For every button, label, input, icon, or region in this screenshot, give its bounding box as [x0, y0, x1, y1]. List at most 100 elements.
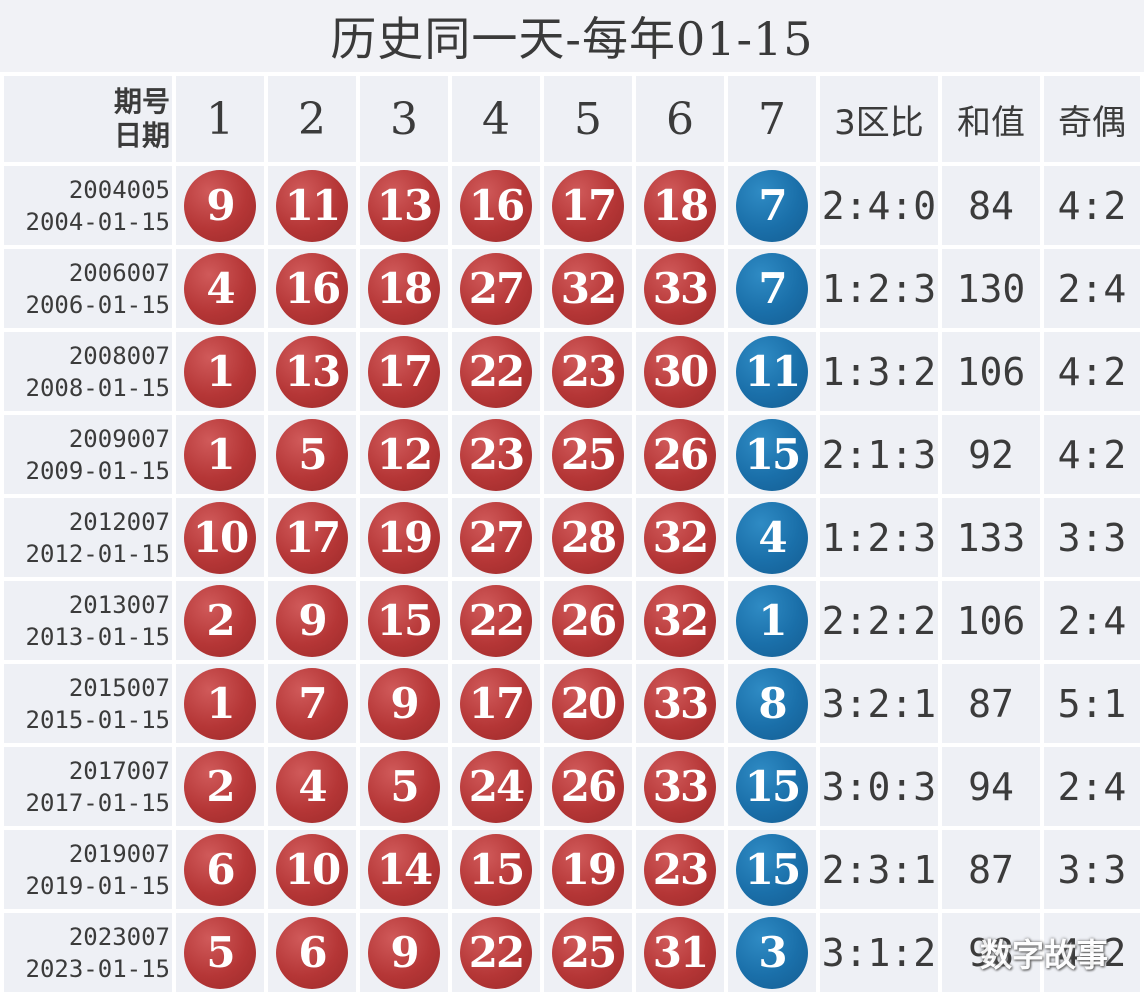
table-row: 2006007 2006-01-15 4 16 18 27 32 33 7 1:2:3 130 2:4	[4, 249, 1140, 328]
red-ball: 30	[644, 335, 716, 408]
red-ball-cell: 17	[360, 332, 448, 411]
red-ball-cell: 26	[544, 581, 632, 660]
red-ball-cell: 22	[452, 581, 540, 660]
red-ball-cell: 23	[636, 830, 724, 909]
issue-date-cell: 2023007 2023-01-15	[4, 913, 172, 992]
page-title: 历史同一天-每年01-15	[0, 0, 1144, 72]
red-ball-cell: 24	[452, 747, 540, 826]
table-row: 2019007 2019-01-15 6 10 14 15 19 23 15 2:3:1 87 3:3	[4, 830, 1140, 909]
header-ball-3: 3	[360, 76, 448, 162]
draw-date: 2006-01-15	[25, 290, 171, 319]
red-ball: 10	[276, 833, 348, 906]
red-ball: 5	[368, 750, 440, 823]
red-ball: 10	[184, 501, 256, 574]
table-row: 2015007 2015-01-15 1 7 9 17 20 33 8 3:2:1 87 5:1	[4, 664, 1140, 743]
red-ball-cell: 18	[636, 166, 724, 245]
red-ball: 32	[644, 584, 716, 657]
red-ball-cell: 33	[636, 249, 724, 328]
red-ball: 2	[184, 750, 256, 823]
table-row: 2008007 2008-01-15 1 13 17 22 23 30 11 1:3:2 106 4:…	[4, 332, 1140, 411]
header-date-label: 日期	[113, 119, 170, 152]
odd-even-cell: 2:4	[1044, 581, 1140, 660]
sum-cell: 130	[942, 249, 1040, 328]
issue-date-cell: 2019007 2019-01-15	[4, 830, 172, 909]
red-ball: 9	[184, 169, 256, 242]
red-ball: 32	[644, 501, 716, 574]
red-ball-cell: 2	[176, 581, 264, 660]
header-odd-even: 奇偶	[1044, 76, 1140, 162]
draw-date: 2012-01-15	[25, 539, 171, 568]
issue-date-cell: 2009007 2009-01-15	[4, 415, 172, 494]
table-row: 2004005 2004-01-15 9 11 13 16 17 18 7 2:4:0 84 4:2	[4, 166, 1140, 245]
red-ball-cell: 15	[452, 830, 540, 909]
red-ball-cell: 10	[268, 830, 356, 909]
header-ball-6: 6	[636, 76, 724, 162]
issue-number: 2009007	[68, 424, 170, 453]
red-ball-cell: 16	[452, 166, 540, 245]
red-ball: 17	[460, 667, 532, 740]
red-ball-cell: 17	[452, 664, 540, 743]
red-ball: 6	[276, 916, 348, 989]
red-ball: 15	[460, 833, 532, 906]
red-ball: 23	[460, 418, 532, 491]
red-ball-cell: 2	[176, 747, 264, 826]
sum-cell: 94	[942, 747, 1040, 826]
red-ball-cell: 16	[268, 249, 356, 328]
red-ball: 33	[644, 252, 716, 325]
issue-date-cell: 2013007 2013-01-15	[4, 581, 172, 660]
red-ball: 5	[184, 916, 256, 989]
red-ball: 17	[276, 501, 348, 574]
zone-ratio-cell: 1:2:3	[820, 498, 938, 577]
issue-number: 2015007	[68, 673, 170, 702]
draw-history-table: 期号 日期 1 2 3 4 5 6 7 3区比 和值 奇偶 2004005 200…	[0, 72, 1144, 996]
header-issue-label: 期号	[113, 85, 170, 118]
table-row: 2012007 2012-01-15 10 17 19 27 28 32 4 1:2:3 133 3:…	[4, 498, 1140, 577]
red-ball: 19	[552, 833, 624, 906]
red-ball-cell: 23	[452, 415, 540, 494]
blue-ball: 1	[736, 584, 808, 657]
red-ball-cell: 13	[360, 166, 448, 245]
issue-date-cell: 2017007 2017-01-15	[4, 747, 172, 826]
sum-cell: 87	[942, 664, 1040, 743]
odd-even-cell: 4:2	[1044, 913, 1140, 992]
sum-cell: 133	[942, 498, 1040, 577]
red-ball-cell: 26	[544, 747, 632, 826]
zone-ratio-cell: 2:3:1	[820, 830, 938, 909]
zone-ratio-cell: 3:1:2	[820, 913, 938, 992]
draw-date: 2009-01-15	[25, 456, 171, 485]
odd-even-cell: 3:3	[1044, 498, 1140, 577]
draw-date: 2017-01-15	[25, 788, 171, 817]
red-ball-cell: 10	[176, 498, 264, 577]
red-ball-cell: 20	[544, 664, 632, 743]
red-ball-cell: 28	[544, 498, 632, 577]
blue-ball: 11	[736, 335, 808, 408]
zone-ratio-cell: 1:3:2	[820, 332, 938, 411]
sum-cell: 92	[942, 415, 1040, 494]
red-ball-cell: 22	[452, 913, 540, 992]
red-ball: 9	[368, 916, 440, 989]
red-ball-cell: 25	[544, 415, 632, 494]
draw-date: 2015-01-15	[25, 705, 171, 734]
red-ball-cell: 15	[360, 581, 448, 660]
table-row: 2023007 2023-01-15 5 6 9 22 25 31 3 3:1:2 98 4:2	[4, 913, 1140, 992]
issue-date-cell: 2015007 2015-01-15	[4, 664, 172, 743]
draw-date: 2008-01-15	[25, 373, 171, 402]
red-ball-cell: 26	[636, 415, 724, 494]
blue-ball: 15	[736, 418, 808, 491]
draw-date: 2019-01-15	[25, 871, 171, 900]
red-ball-cell: 5	[176, 913, 264, 992]
issue-number: 2012007	[68, 507, 170, 536]
header-ball-5: 5	[544, 76, 632, 162]
blue-ball-cell: 15	[728, 830, 816, 909]
issue-date-cell: 2008007 2008-01-15	[4, 332, 172, 411]
header-ball-4: 4	[452, 76, 540, 162]
odd-even-cell: 2:4	[1044, 747, 1140, 826]
red-ball-cell: 6	[268, 913, 356, 992]
red-ball-cell: 12	[360, 415, 448, 494]
red-ball: 22	[460, 916, 532, 989]
red-ball: 17	[368, 335, 440, 408]
red-ball-cell: 33	[636, 664, 724, 743]
red-ball: 22	[460, 584, 532, 657]
red-ball-cell: 32	[636, 581, 724, 660]
table-row: 2017007 2017-01-15 2 4 5 24 26 33 15 3:0:3 94 2:4	[4, 747, 1140, 826]
